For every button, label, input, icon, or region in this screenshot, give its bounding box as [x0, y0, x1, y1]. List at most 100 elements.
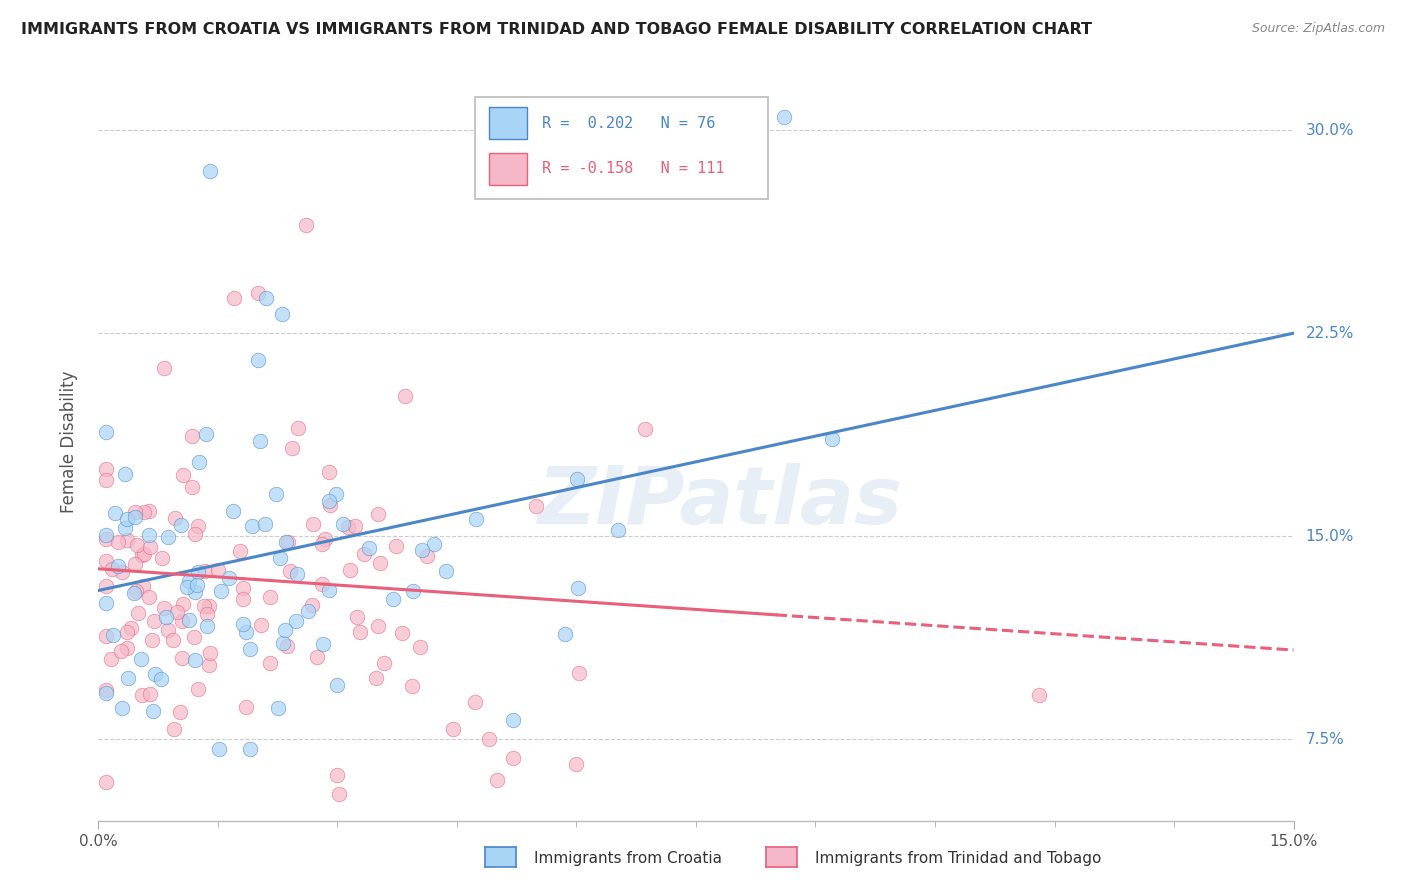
Point: [188, 455, 211, 469]
Point: [208, 741, 231, 756]
Point: [269, 551, 291, 566]
Point: [138, 504, 160, 518]
Point: [181, 480, 204, 494]
Point: [96, 685, 118, 699]
Point: [131, 548, 153, 562]
Text: R = -0.158   N = 111: R = -0.158 N = 111: [541, 161, 724, 176]
Point: [346, 610, 368, 624]
Point: [143, 667, 166, 681]
Point: [184, 585, 207, 599]
Point: [385, 539, 408, 553]
Point: [301, 517, 323, 532]
Point: [198, 163, 221, 178]
Point: [170, 615, 193, 629]
Bar: [489, 153, 527, 185]
Point: [193, 599, 215, 614]
Point: [287, 421, 309, 435]
Point: [336, 520, 359, 534]
Point: [394, 389, 416, 403]
Point: [554, 627, 576, 641]
Point: [165, 510, 187, 524]
Point: [382, 592, 405, 607]
Point: [391, 625, 413, 640]
Point: [502, 714, 524, 728]
Point: [198, 658, 221, 673]
Point: [172, 467, 194, 482]
Point: [368, 556, 391, 570]
Point: [485, 772, 508, 787]
Point: [180, 429, 202, 443]
Point: [232, 616, 254, 631]
Point: [96, 774, 118, 789]
Point: [141, 632, 163, 647]
Point: [249, 618, 271, 632]
Point: [187, 681, 209, 696]
Point: [100, 652, 122, 666]
Point: [132, 579, 155, 593]
Text: IMMIGRANTS FROM CROATIA VS IMMIGRANTS FROM TRINIDAD AND TOBAGO FEMALE DISABILITY: IMMIGRANTS FROM CROATIA VS IMMIGRANTS FR…: [21, 22, 1092, 37]
Point: [149, 672, 172, 686]
Point: [311, 537, 333, 551]
Bar: [489, 107, 527, 139]
Point: [401, 679, 423, 693]
Point: [170, 651, 193, 665]
Point: [139, 540, 162, 554]
Point: [195, 607, 218, 621]
Point: [177, 574, 200, 588]
Point: [142, 614, 165, 628]
Point: [284, 614, 307, 628]
Point: [319, 498, 342, 512]
Point: [170, 517, 193, 532]
Point: [187, 565, 209, 579]
Point: [465, 512, 488, 526]
Point: [166, 605, 188, 619]
Point: [122, 586, 145, 600]
Point: [311, 577, 333, 591]
Point: [314, 532, 336, 546]
Point: [339, 563, 361, 577]
Point: [232, 582, 254, 596]
Point: [110, 644, 132, 658]
Point: [567, 581, 589, 595]
Point: [124, 505, 146, 519]
Point: [606, 523, 628, 537]
Text: ZIPatlas: ZIPatlas: [537, 463, 903, 541]
Point: [183, 630, 205, 644]
Point: [409, 640, 432, 654]
Point: [271, 635, 294, 649]
Point: [772, 110, 794, 124]
Point: [131, 651, 153, 665]
Point: [125, 583, 148, 598]
Point: [274, 534, 297, 549]
Point: [326, 767, 349, 781]
Point: [411, 543, 433, 558]
Point: [423, 537, 446, 551]
Point: [138, 528, 160, 542]
Point: [132, 548, 155, 562]
Point: [150, 550, 173, 565]
Text: 7.5%: 7.5%: [1306, 732, 1344, 747]
Point: [115, 511, 138, 525]
Point: [434, 564, 457, 578]
Point: [207, 563, 229, 577]
Point: [96, 579, 118, 593]
Point: [177, 613, 200, 627]
Point: [353, 547, 375, 561]
Point: [96, 527, 118, 541]
Point: [114, 521, 136, 535]
Point: [278, 564, 301, 578]
Text: Source: ZipAtlas.com: Source: ZipAtlas.com: [1251, 22, 1385, 36]
Point: [229, 543, 252, 558]
Point: [124, 510, 146, 524]
Point: [187, 519, 209, 533]
Point: [367, 507, 389, 521]
Point: [285, 567, 308, 582]
Point: [198, 599, 221, 613]
Point: [373, 657, 395, 671]
Point: [186, 578, 208, 592]
Point: [246, 353, 269, 368]
Point: [254, 291, 277, 305]
Point: [294, 218, 316, 232]
Point: [239, 742, 262, 756]
Point: [235, 625, 257, 640]
